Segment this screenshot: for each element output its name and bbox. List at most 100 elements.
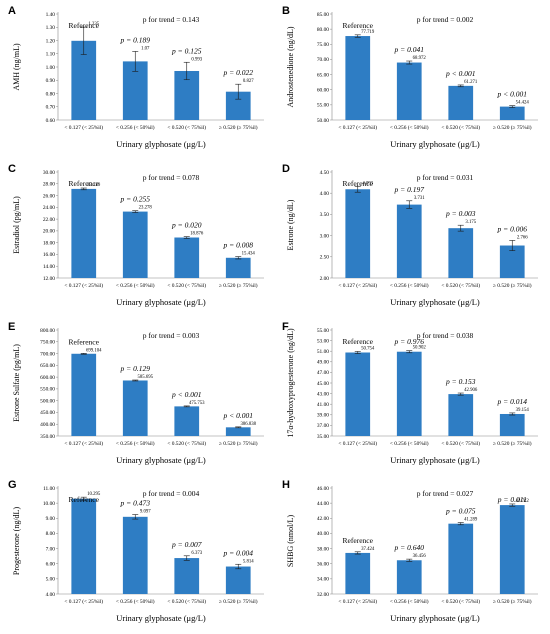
panel-label: D [282, 163, 290, 175]
data-value-label: 699.104 [86, 348, 102, 353]
chart-panel-h: H SHBG (nmol/L) 32.00 34.00 36.00 38.00 40.00 4… [280, 476, 550, 634]
bar [174, 406, 200, 436]
bar [499, 106, 525, 120]
y-tick-label: 9.00 [46, 516, 56, 522]
x-tick-label: ≥ 0.520 (≥ 75%il) [219, 282, 258, 289]
x-axis-title: Urinary glyphosate (μg/L) [116, 455, 206, 465]
x-tick-label: ≥ 0.520 (≥ 75%il) [493, 440, 532, 447]
y-tick-label: 3.00 [320, 233, 330, 239]
x-tick-label: < 0.127 (< 25%il) [338, 598, 377, 605]
bar [448, 394, 474, 436]
x-tick-label: < 0.256 (< 50%il) [116, 282, 155, 289]
data-value-label: 2.766 [517, 235, 528, 240]
reference-label: Reference [343, 337, 374, 346]
p-for-trend-label: p for trend = 0.038 [417, 331, 474, 340]
p-for-trend-label: p for trend = 0.027 [417, 489, 474, 498]
y-tick-label: 34.00 [317, 577, 329, 583]
bar [499, 413, 525, 436]
x-tick-label: < 0.127 (< 25%il) [338, 440, 377, 447]
y-axis-title: Estradiol (pg/mL) [12, 196, 21, 254]
y-tick-label: 1.40 [46, 12, 56, 18]
y-tick-label: 70.00 [317, 57, 329, 63]
data-value-label: 1.235 [88, 22, 99, 27]
y-tick-label: 450.00 [40, 410, 55, 416]
x-tick-label: ≥ 0.520 (≥ 75%il) [493, 598, 532, 605]
data-value-label: 77.719 [361, 30, 375, 35]
p-for-trend-label: p for trend = 0.004 [143, 489, 200, 498]
y-tick-label: 22.00 [43, 217, 55, 223]
x-tick-label: < 0.256 (< 50%il) [116, 440, 155, 447]
y-tick-label: 650.00 [40, 363, 55, 369]
bar [345, 36, 371, 121]
y-tick-label: 10.00 [43, 501, 55, 507]
bar [225, 566, 251, 594]
y-tick-label: 550.00 [40, 387, 55, 393]
reference-label: Reference [69, 21, 100, 30]
y-tick-label: 4.50 [320, 170, 330, 176]
data-value-label: 18.876 [190, 232, 204, 237]
reference-label: Reference [343, 21, 374, 30]
x-axis-title: Urinary glyphosate (μg/L) [390, 139, 480, 149]
x-tick-label: < 0.520 (< 75%il) [167, 124, 206, 131]
p-value-label: p = 0.020 [171, 221, 202, 230]
x-tick-label: < 0.127 (< 25%il) [64, 124, 103, 131]
y-tick-label: 18.00 [43, 240, 55, 246]
bar [122, 516, 148, 594]
p-value-label: p = 0.129 [120, 364, 151, 373]
y-tick-label: 65.00 [317, 72, 329, 78]
data-value-label: 43.742 [516, 499, 530, 504]
chart-panel-a: A AMH (ng/mL) 0.60 0.70 0.80 0.90 1.00 1.10 1.20… [6, 2, 276, 160]
p-value-label: p < 0.001 [497, 90, 527, 99]
y-tick-label: 4.00 [320, 191, 330, 197]
x-tick-label: < 0.256 (< 50%il) [390, 598, 429, 605]
bar [174, 237, 200, 278]
data-value-label: 9.097 [140, 510, 151, 515]
x-tick-label: < 0.256 (< 50%il) [390, 124, 429, 131]
data-value-label: 0.993 [191, 57, 202, 62]
x-axis-title: Urinary glyphosate (μg/L) [116, 139, 206, 149]
p-value-label: p = 0.014 [497, 397, 528, 406]
bar [345, 189, 371, 278]
p-for-trend-label: p for trend = 0.143 [143, 15, 200, 24]
y-tick-label: 60.00 [317, 88, 329, 94]
bar-chart-svg: D Estrone (ng/dL) 2.00 2.50 3.00 3.50 4.00 4.50… [282, 163, 538, 307]
panel-label: C [8, 163, 16, 175]
data-value-label: 10.295 [87, 492, 101, 497]
y-tick-label: 0.60 [46, 118, 56, 124]
panel-label: G [8, 479, 17, 491]
data-value-label: 5.814 [243, 559, 254, 564]
y-tick-label: 37.00 [317, 423, 329, 429]
chart-panel-c: C Estradiol (pg/mL) 12.00 14.00 16.00 18.00 20… [6, 160, 276, 318]
y-tick-label: 20.00 [43, 229, 55, 235]
y-tick-label: 2.50 [320, 255, 330, 261]
p-value-label: p = 0.473 [120, 499, 151, 508]
y-tick-label: 5.00 [46, 577, 56, 583]
p-value-label: p = 0.004 [223, 548, 254, 557]
y-tick-label: 800.00 [40, 328, 55, 334]
bar [345, 552, 371, 594]
chart-panel-g: G Progesterone (ng/dL) 4.00 5.00 6.00 7.00 8.0… [6, 476, 276, 634]
p-value-label: p = 0.125 [171, 46, 202, 55]
x-tick-label: < 0.256 (< 50%il) [390, 282, 429, 289]
y-tick-label: 2.00 [320, 276, 330, 282]
x-tick-label: < 0.520 (< 75%il) [441, 598, 480, 605]
x-tick-label: < 0.520 (< 75%il) [167, 598, 206, 605]
bar [499, 245, 525, 278]
y-axis-title: SHBG (nmol/L) [286, 515, 295, 568]
y-tick-label: 47.00 [317, 370, 329, 376]
bar [225, 427, 251, 436]
x-tick-label: < 0.520 (< 75%il) [167, 282, 206, 289]
data-value-label: 68.972 [413, 56, 427, 61]
y-tick-label: 51.00 [317, 349, 329, 355]
x-axis-title: Urinary glyphosate (μg/L) [390, 455, 480, 465]
chart-panel-f: F 17α-hydroxyprogesterone (ng/dL) 35.00 37.… [280, 318, 550, 476]
data-value-label: 50.902 [413, 346, 427, 351]
y-tick-label: 46.00 [317, 486, 329, 492]
bar [448, 85, 474, 120]
panel-label: F [282, 321, 289, 333]
bar [396, 62, 422, 120]
bar [345, 352, 371, 436]
y-axis-title: Estrone (ng/dL) [286, 199, 295, 250]
x-axis-title: Urinary glyphosate (μg/L) [390, 297, 480, 307]
